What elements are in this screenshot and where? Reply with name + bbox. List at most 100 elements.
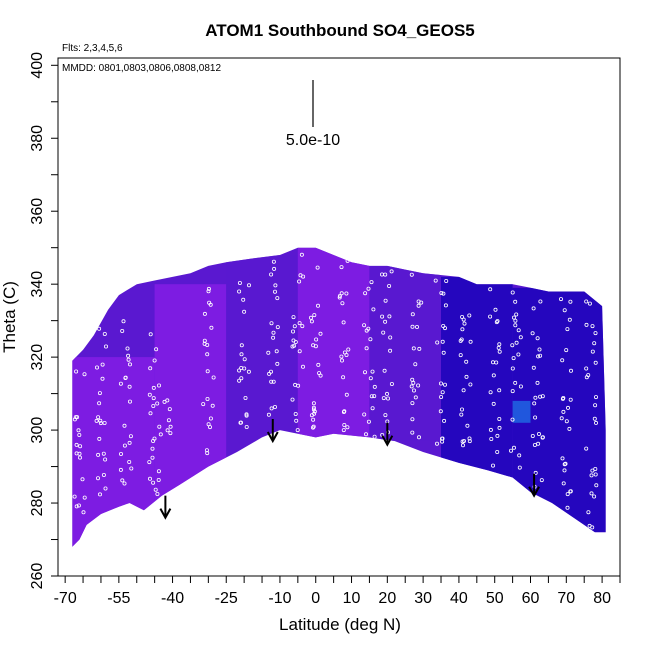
sample-point xyxy=(168,431,173,436)
sample-point xyxy=(584,322,589,327)
sample-point xyxy=(372,394,377,399)
sample-point xyxy=(120,328,125,333)
sample-point xyxy=(100,376,105,381)
sample-point xyxy=(416,303,421,308)
sample-point xyxy=(488,287,493,292)
sample-point xyxy=(510,417,515,422)
sample-point xyxy=(316,362,321,367)
chart-title: ATOM1 Southbound SO4_GEOS5 xyxy=(205,21,475,40)
x-tick-label: -25 xyxy=(215,590,238,607)
sample-point xyxy=(344,291,349,296)
sample-point xyxy=(533,395,538,400)
sample-point xyxy=(100,362,105,367)
sample-point xyxy=(467,439,472,444)
sample-point xyxy=(318,331,323,336)
sample-point xyxy=(74,442,79,447)
sample-point xyxy=(72,494,77,499)
sample-point xyxy=(275,361,280,366)
sample-point xyxy=(518,335,523,340)
sample-point xyxy=(433,278,438,283)
sample-point xyxy=(530,433,535,438)
sample-point xyxy=(366,326,371,331)
sample-point xyxy=(73,415,78,420)
sample-point xyxy=(438,409,443,414)
sample-point xyxy=(317,371,322,376)
sample-point xyxy=(410,417,415,422)
sample-point xyxy=(120,478,125,483)
sample-point xyxy=(273,283,278,288)
sample-point xyxy=(567,426,572,431)
sample-point xyxy=(561,409,566,414)
sample-point xyxy=(151,403,156,408)
x-tick-label: -55 xyxy=(107,590,130,607)
sample-point xyxy=(410,430,415,435)
sample-point xyxy=(271,330,276,335)
x-tick-label: 0 xyxy=(311,590,320,607)
sample-point xyxy=(74,504,79,509)
sample-point xyxy=(209,325,214,330)
sample-point xyxy=(567,317,572,322)
sample-point xyxy=(102,331,107,336)
sample-point xyxy=(514,340,519,345)
sample-point xyxy=(297,321,302,326)
sample-point xyxy=(269,321,274,326)
sample-point xyxy=(441,291,446,296)
x-tick-label: 10 xyxy=(343,590,361,607)
sample-point xyxy=(362,412,367,417)
sample-point xyxy=(129,466,134,471)
sample-point xyxy=(496,345,501,350)
sample-point xyxy=(127,459,132,464)
sample-point xyxy=(75,415,80,420)
y-axis: 260 280 300 320 340 360 380 400 xyxy=(29,52,58,589)
y-tick-label: 380 xyxy=(29,125,46,152)
sample-point xyxy=(592,494,597,499)
sample-point xyxy=(341,375,346,380)
sample-point xyxy=(242,357,247,362)
sample-point xyxy=(74,369,79,374)
sample-point xyxy=(342,422,347,427)
sample-point xyxy=(269,379,274,384)
sample-point xyxy=(443,303,448,308)
sample-point xyxy=(156,469,161,474)
sample-point xyxy=(150,446,155,451)
sample-point xyxy=(292,324,297,329)
sample-point xyxy=(490,360,495,365)
sample-point xyxy=(122,481,127,486)
sample-point xyxy=(462,321,467,326)
sample-point xyxy=(382,368,387,373)
sample-point xyxy=(207,300,212,305)
sample-point xyxy=(122,443,127,448)
sample-point xyxy=(201,402,206,407)
sample-point xyxy=(371,307,376,312)
sample-point xyxy=(536,354,541,359)
sample-point xyxy=(275,296,280,301)
sample-point xyxy=(312,409,317,414)
sample-point xyxy=(126,353,131,358)
sample-point xyxy=(151,438,156,443)
sample-point xyxy=(205,451,210,456)
sample-point xyxy=(559,416,564,421)
sample-point xyxy=(560,358,565,363)
y-tick-label: 340 xyxy=(29,271,46,298)
sample-point xyxy=(337,295,342,300)
sample-point xyxy=(587,523,592,528)
sample-point xyxy=(491,401,496,406)
sample-point xyxy=(593,331,598,336)
sample-point xyxy=(315,265,320,270)
sample-point xyxy=(497,388,502,393)
sample-point xyxy=(413,395,418,400)
x-tick-label: 70 xyxy=(557,590,575,607)
sample-point xyxy=(584,299,589,304)
sample-point xyxy=(167,407,172,412)
sample-point xyxy=(103,486,108,491)
sample-point xyxy=(205,396,210,401)
x-axis-title: Latitude (deg N) xyxy=(279,615,401,634)
sample-point xyxy=(72,417,77,422)
sample-point xyxy=(339,265,344,270)
sample-point xyxy=(128,434,133,439)
sample-point xyxy=(460,327,465,332)
sample-point xyxy=(96,415,101,420)
sample-point xyxy=(341,428,346,433)
sample-point xyxy=(272,266,277,271)
x-tick-label: 80 xyxy=(593,590,611,607)
